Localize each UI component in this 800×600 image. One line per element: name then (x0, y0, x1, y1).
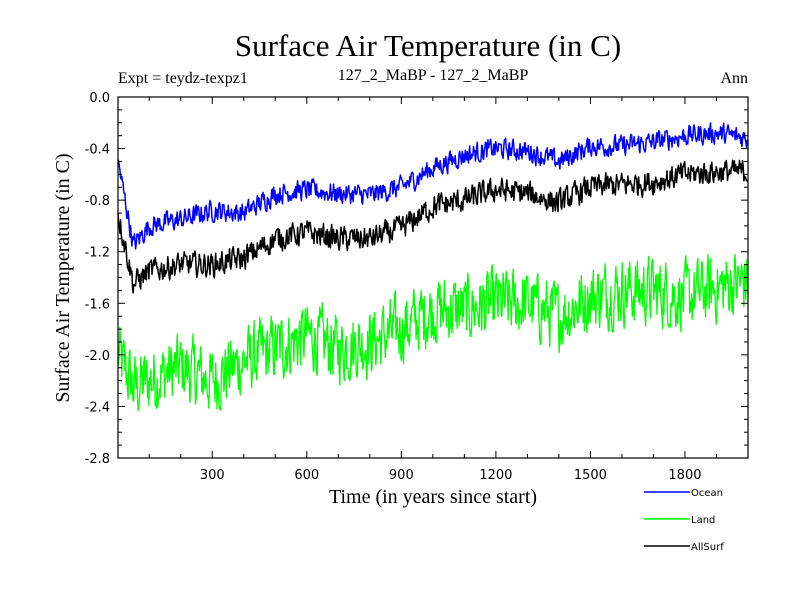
legend-label-ocean: Ocean (691, 488, 723, 499)
x-tick-label: 300 (200, 468, 225, 483)
y-tick-label: -2.8 (85, 452, 110, 467)
season-label: Ann (720, 70, 748, 87)
x-tick-label: 900 (389, 468, 414, 483)
legend-label-land: Land (691, 515, 715, 526)
y-axis-label: Surface Air Temperature (in C) (52, 153, 74, 402)
x-tick-label: 1200 (479, 468, 512, 483)
comparison-label: 127_2_MaBP - 127_2_MaBP (338, 67, 529, 84)
y-tick-label: -0.8 (85, 194, 110, 209)
y-tick-label: -0.4 (85, 143, 110, 158)
chart-title: Surface Air Temperature (in C) (235, 28, 621, 63)
series-line-allsurf (117, 159, 749, 294)
axes: 300 600 900 1200 1500 1800 0.0 -0.4 -0.8 -1.2 -1.6… (85, 91, 749, 483)
experiment-label: Expt = teydz-texpz1 (118, 70, 248, 87)
series-layer (117, 122, 749, 412)
y-tick-label: -2.0 (85, 349, 110, 364)
y-tick-label: -1.2 (85, 246, 110, 261)
x-axis-label: Time (in years since start) (329, 486, 537, 508)
series-line-land (117, 253, 749, 412)
y-tick-label: -2.4 (85, 400, 110, 415)
series-line-ocean (117, 122, 749, 250)
x-tick-label: 1800 (668, 468, 701, 483)
legend-label-allsurf: AllSurf (691, 542, 724, 553)
x-tick-label: 600 (294, 468, 319, 483)
y-tick-label: -1.6 (85, 297, 110, 312)
legend: Ocean Land AllSurf (644, 488, 724, 553)
y-tick-label: 0.0 (89, 91, 110, 106)
x-tick-label: 1500 (574, 468, 607, 483)
